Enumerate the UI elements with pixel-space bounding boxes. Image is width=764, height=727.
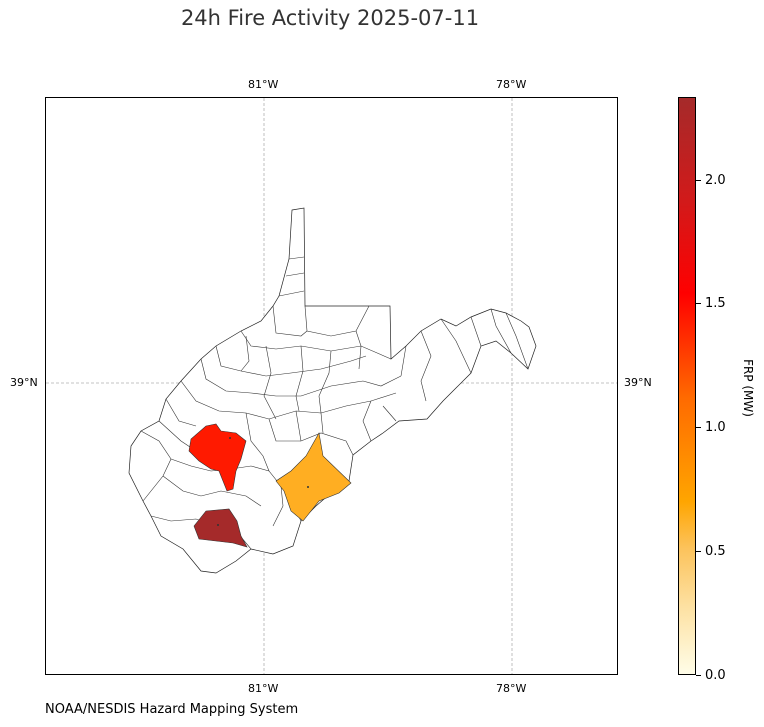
fire-point-north xyxy=(229,437,231,439)
colorbar-label-0: 0.0 xyxy=(705,668,726,683)
colorbar-label-1-0: 1.0 xyxy=(705,420,726,435)
colorbar-label-0-5: 0.5 xyxy=(705,544,726,559)
fire-point-south xyxy=(217,524,219,526)
colorbar-tick-1-5 xyxy=(696,303,701,304)
fire-county-east xyxy=(275,432,352,522)
map-svg xyxy=(46,98,617,674)
colorbar-title: FRP (MW) xyxy=(741,359,755,417)
state-outline xyxy=(128,207,537,574)
colorbar-tick-0 xyxy=(696,675,701,676)
colorbar xyxy=(678,97,696,675)
colorbar-tick-0-5 xyxy=(696,551,701,552)
colorbar-tick-2-0 xyxy=(696,180,701,181)
fire-county-north xyxy=(188,423,247,492)
map-title: 24h Fire Activity 2025-07-11 xyxy=(180,6,480,30)
source-credit: NOAA/NESDIS Hazard Mapping System xyxy=(45,702,299,717)
colorbar-tick-1-0 xyxy=(696,427,701,428)
lon-tick-bottom-81w: 81°W xyxy=(248,682,279,695)
lon-tick-top-78w: 78°W xyxy=(496,78,527,91)
fire-point-east xyxy=(307,486,309,488)
map-panel[interactable] xyxy=(45,97,618,675)
lat-tick-left-39n: 39°N xyxy=(10,376,38,389)
fire-county-south xyxy=(193,508,248,548)
lon-tick-top-81w: 81°W xyxy=(248,78,279,91)
colorbar-label-1-5: 1.5 xyxy=(705,296,726,311)
colorbar-label-2-0: 2.0 xyxy=(705,173,726,188)
lon-tick-bottom-78w: 78°W xyxy=(496,682,527,695)
lat-tick-right-39n: 39°N xyxy=(624,376,652,389)
